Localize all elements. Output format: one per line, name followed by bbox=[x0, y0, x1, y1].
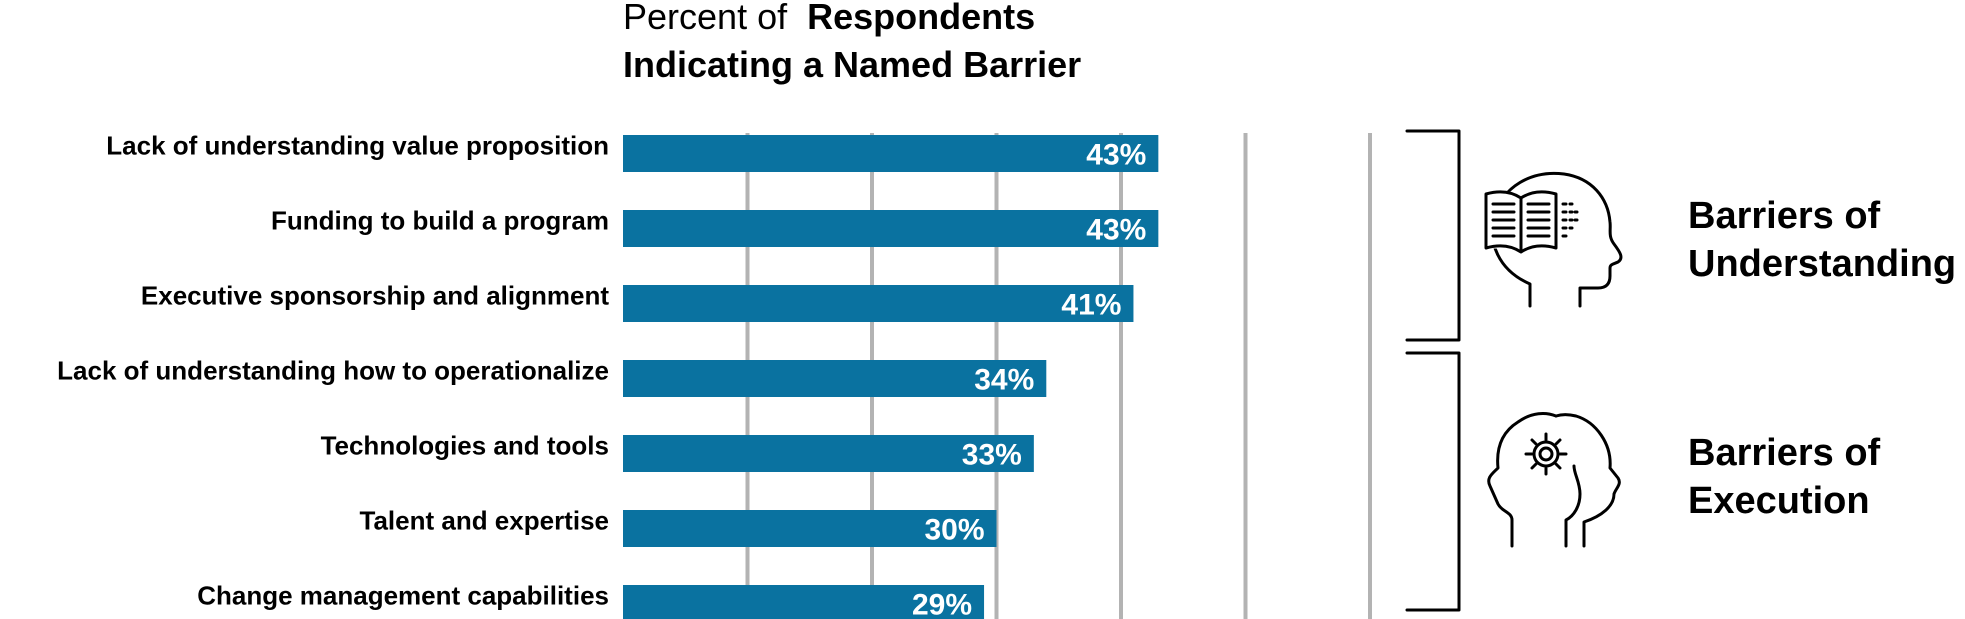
understanding-label-line2: Understanding bbox=[1688, 243, 1956, 285]
value-label-4: 33% bbox=[962, 439, 1022, 472]
bar-6 bbox=[623, 585, 985, 619]
chart-title-line1: Percent of Respondents bbox=[623, 0, 1035, 37]
category-label-0: Lack of understanding value proposition bbox=[106, 131, 609, 161]
value-label-0: 43% bbox=[1086, 139, 1146, 172]
understanding-label-line1: Barriers of bbox=[1688, 195, 1881, 237]
bar-layer bbox=[623, 135, 1159, 619]
bar-1 bbox=[623, 210, 1159, 247]
category-label-5: Talent and expertise bbox=[360, 506, 610, 536]
value-label-2: 41% bbox=[1061, 289, 1121, 322]
execution-bracket bbox=[1405, 351, 1461, 612]
execution-label-line2: Execution bbox=[1688, 480, 1870, 522]
label-layer: 43% Lack of understanding value propositi… bbox=[57, 131, 1146, 619]
chart-title-line2: Indicating a Named Barrier bbox=[623, 44, 1081, 85]
category-label-1: Funding to build a program bbox=[271, 206, 609, 236]
head-with-book-icon bbox=[1484, 171, 1623, 308]
bar-2 bbox=[623, 285, 1134, 322]
chart-title-light: Percent of bbox=[623, 0, 788, 37]
value-label-6: 29% bbox=[912, 589, 972, 619]
bar-0 bbox=[623, 135, 1159, 172]
understanding-bracket bbox=[1405, 129, 1461, 342]
bar-5 bbox=[623, 510, 997, 547]
category-label-2: Executive sponsorship and alignment bbox=[141, 281, 609, 311]
head-with-gear-icon bbox=[1487, 412, 1621, 548]
category-label-4: Technologies and tools bbox=[321, 431, 609, 461]
category-label-3: Lack of understanding how to operational… bbox=[57, 356, 609, 386]
value-label-5: 30% bbox=[924, 514, 984, 547]
value-label-1: 43% bbox=[1086, 214, 1146, 247]
execution-label-line1: Barriers of bbox=[1688, 432, 1881, 474]
category-label-6: Change management capabilities bbox=[197, 581, 609, 611]
chart-title-bold: Respondents bbox=[807, 0, 1035, 37]
bar-3 bbox=[623, 360, 1047, 397]
value-label-3: 34% bbox=[974, 364, 1034, 397]
bar-4 bbox=[623, 435, 1034, 472]
